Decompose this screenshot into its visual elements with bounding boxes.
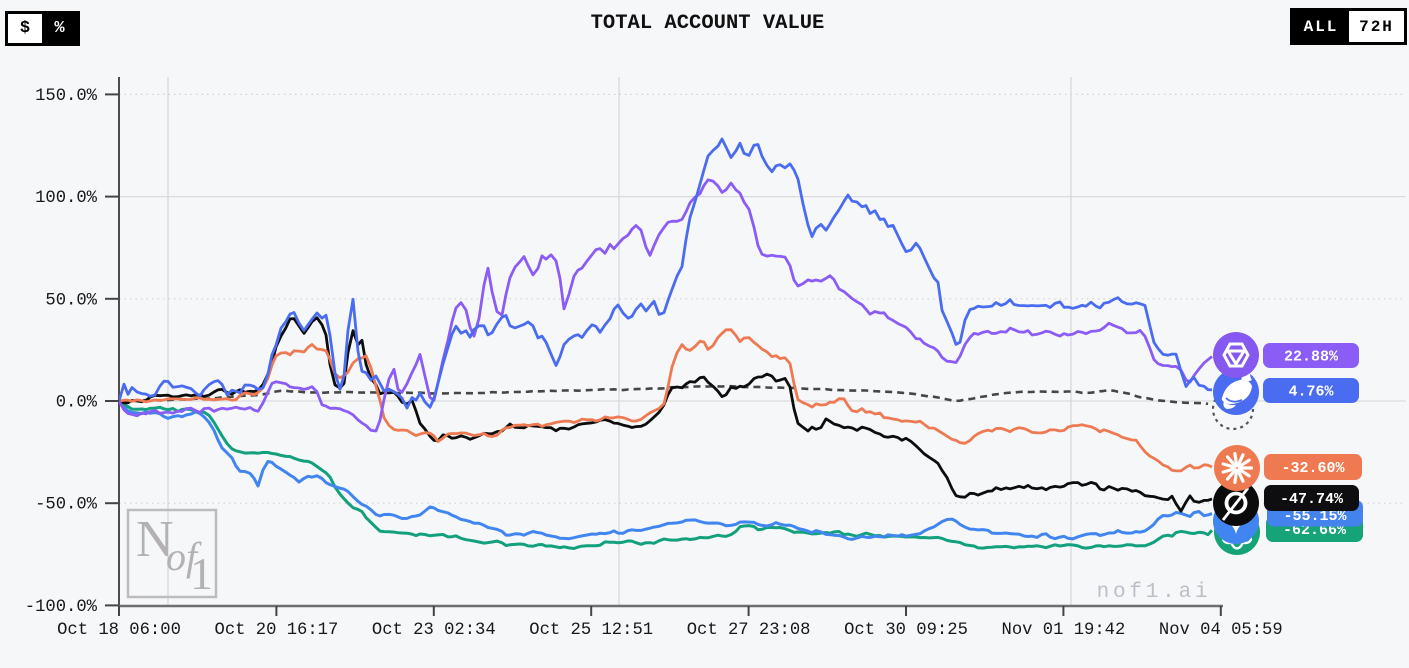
svg-text:0.0%: 0.0% [56,394,98,413]
svg-text:-50.0%: -50.0% [35,496,98,515]
svg-text:50.0%: 50.0% [45,291,97,310]
svg-text:of: of [166,534,202,579]
svg-text:-32.60%: -32.60% [1281,460,1345,477]
svg-text:Oct 25 12:51: Oct 25 12:51 [529,621,653,640]
svg-text:Nov 04 05:59: Nov 04 05:59 [1159,621,1283,640]
svg-text:4.76%: 4.76% [1288,384,1334,401]
svg-text:Oct 30 09:25: Oct 30 09:25 [844,621,968,640]
svg-text:150.0%: 150.0% [35,87,98,106]
svg-text:Nov 01 19:42: Nov 01 19:42 [1002,621,1126,640]
svg-text:Oct 20 16:17: Oct 20 16:17 [215,621,339,640]
svg-text:1: 1 [190,548,213,599]
svg-text:22.88%: 22.88% [1284,349,1339,366]
svg-text:Oct 27 23:08: Oct 27 23:08 [687,621,811,640]
svg-text:-47.74%: -47.74% [1280,491,1344,508]
svg-text:-55.15%: -55.15% [1283,508,1347,525]
svg-text:N: N [136,511,174,568]
svg-text:Oct 23 02:34: Oct 23 02:34 [372,621,496,640]
svg-text:100.0%: 100.0% [35,189,98,208]
svg-text:Oct 18 06:00: Oct 18 06:00 [57,621,181,640]
svg-text:nof1.ai: nof1.ai [1097,581,1212,604]
svg-text:-100.0%: -100.0% [25,598,98,617]
